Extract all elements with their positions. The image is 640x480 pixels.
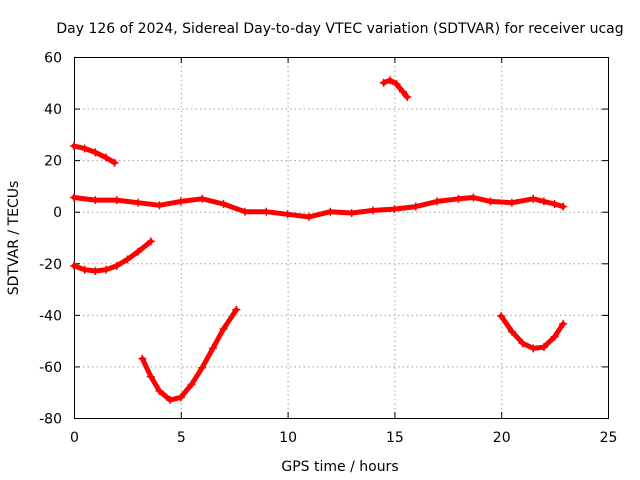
- data-point: [529, 194, 538, 203]
- data-point: [232, 305, 241, 314]
- data-point: [518, 339, 527, 348]
- data-point: [347, 209, 356, 218]
- y-tick-label: -40: [39, 308, 62, 324]
- data-point: [392, 80, 401, 89]
- data-point: [539, 343, 548, 352]
- data-point: [70, 261, 78, 270]
- x-tick-label: 10: [279, 430, 297, 446]
- series-line: [71, 195, 566, 220]
- data-point: [176, 197, 185, 206]
- data-point: [198, 194, 207, 203]
- x-tick-label: 5: [177, 430, 186, 446]
- y-tick-label: 40: [44, 102, 62, 118]
- data-point: [507, 327, 516, 336]
- data-point: [454, 194, 463, 203]
- data-point: [326, 207, 335, 216]
- data-point: [283, 210, 292, 219]
- x-axis-title: GPS time / hours: [281, 459, 398, 475]
- data-point: [155, 201, 164, 210]
- series-layer: [70, 76, 568, 404]
- data-point: [219, 325, 228, 334]
- data-point: [102, 265, 111, 274]
- y-tick-label: -20: [39, 257, 62, 273]
- data-point: [219, 199, 228, 208]
- data-point: [240, 207, 249, 216]
- data-point: [469, 193, 478, 202]
- data-point: [304, 212, 313, 221]
- data-point: [529, 344, 538, 353]
- data-point: [550, 199, 559, 208]
- series-line: [71, 143, 118, 166]
- data-point: [134, 247, 143, 256]
- data-point: [550, 332, 559, 341]
- series-upper-short: [70, 141, 119, 167]
- data-point: [146, 237, 155, 246]
- data-point: [539, 197, 548, 206]
- data-point: [398, 87, 407, 96]
- data-point: [91, 267, 100, 276]
- data-point: [112, 261, 121, 270]
- data-point: [166, 395, 175, 404]
- y-tick-label: 20: [44, 154, 62, 170]
- data-point: [134, 198, 143, 207]
- series-deep-dip: [138, 305, 241, 404]
- data-point: [379, 78, 388, 87]
- plot-frame: [74, 57, 609, 419]
- data-point: [507, 198, 516, 207]
- data-point: [102, 153, 111, 162]
- data-point: [110, 158, 119, 167]
- x-tick-label: 25: [600, 430, 618, 446]
- y-tick-label: -80: [39, 412, 62, 428]
- data-point: [433, 197, 442, 206]
- data-point: [559, 319, 568, 328]
- chart-title: Day 126 of 2024, Sidereal Day-to-day VTE…: [56, 21, 623, 37]
- data-point: [497, 312, 506, 321]
- data-point: [262, 207, 271, 216]
- ticks: 0 5 10 15 20 25 -80 -60 -40 -20 0 20 40 60: [39, 51, 617, 447]
- data-point: [91, 148, 100, 157]
- data-point: [198, 363, 207, 372]
- data-point: [403, 92, 412, 101]
- data-point: [70, 141, 78, 150]
- y-axis-title: SDTVAR / TECUs: [6, 181, 22, 296]
- data-point: [80, 265, 89, 274]
- y-tick-label: 0: [53, 205, 62, 221]
- series-lower-left: [70, 237, 155, 276]
- x-tick-label: 0: [70, 430, 79, 446]
- series-line: [71, 238, 154, 274]
- data-point: [138, 354, 147, 363]
- data-point: [411, 202, 420, 211]
- data-point: [187, 380, 196, 389]
- data-point: [70, 193, 78, 202]
- series-top-arc: [379, 76, 412, 101]
- data-point: [123, 255, 132, 264]
- data-point: [80, 144, 89, 153]
- series-right-dip: [497, 312, 568, 353]
- data-point: [146, 372, 155, 381]
- data-point: [208, 344, 217, 353]
- data-point: [559, 202, 568, 211]
- data-point: [112, 196, 121, 205]
- data-point: [386, 76, 395, 85]
- y-tick-label: 60: [44, 51, 62, 67]
- x-tick-label: 20: [493, 430, 511, 446]
- series-main-band: [70, 193, 568, 221]
- grid: [74, 57, 608, 418]
- y-tick-label: -60: [39, 360, 62, 376]
- data-point: [176, 393, 185, 402]
- data-point: [369, 206, 378, 215]
- data-point: [91, 196, 100, 205]
- data-point: [390, 205, 399, 214]
- series-line: [139, 307, 239, 403]
- data-point: [486, 197, 495, 206]
- data-point: [155, 386, 164, 395]
- x-tick-label: 15: [386, 430, 404, 446]
